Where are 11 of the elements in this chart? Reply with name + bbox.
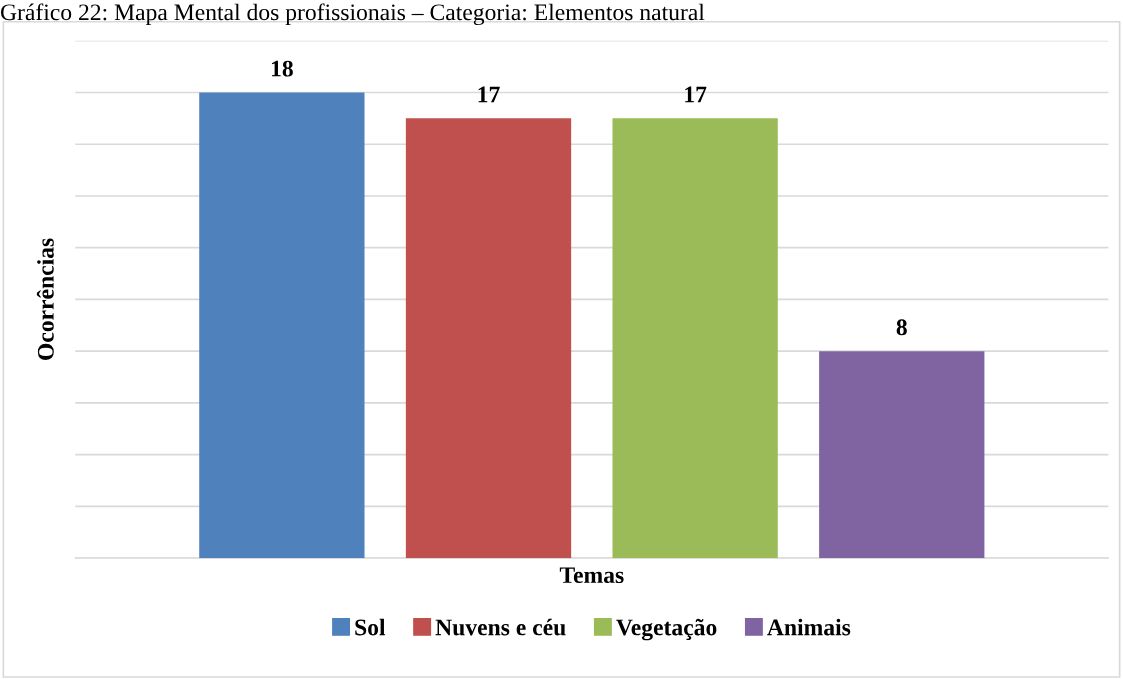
legend-label: Vegetação (616, 618, 717, 641)
legend-label: Sol (355, 618, 386, 636)
data-label: 17 (478, 86, 500, 103)
data-label: 17 (685, 86, 707, 103)
legend-label: Animais (767, 618, 851, 636)
data-label: 8 (896, 319, 907, 336)
data-label: 18 (271, 60, 293, 77)
y-axis-title: Ocorrências (36, 238, 54, 360)
legend-label: Nuvens e céu (435, 618, 566, 636)
x-axis-title: Temas (559, 567, 624, 584)
chart-title: Gráfico 22: Mapa Mental dos profissionais – Categoria: Elementos natural (0, 3, 705, 26)
